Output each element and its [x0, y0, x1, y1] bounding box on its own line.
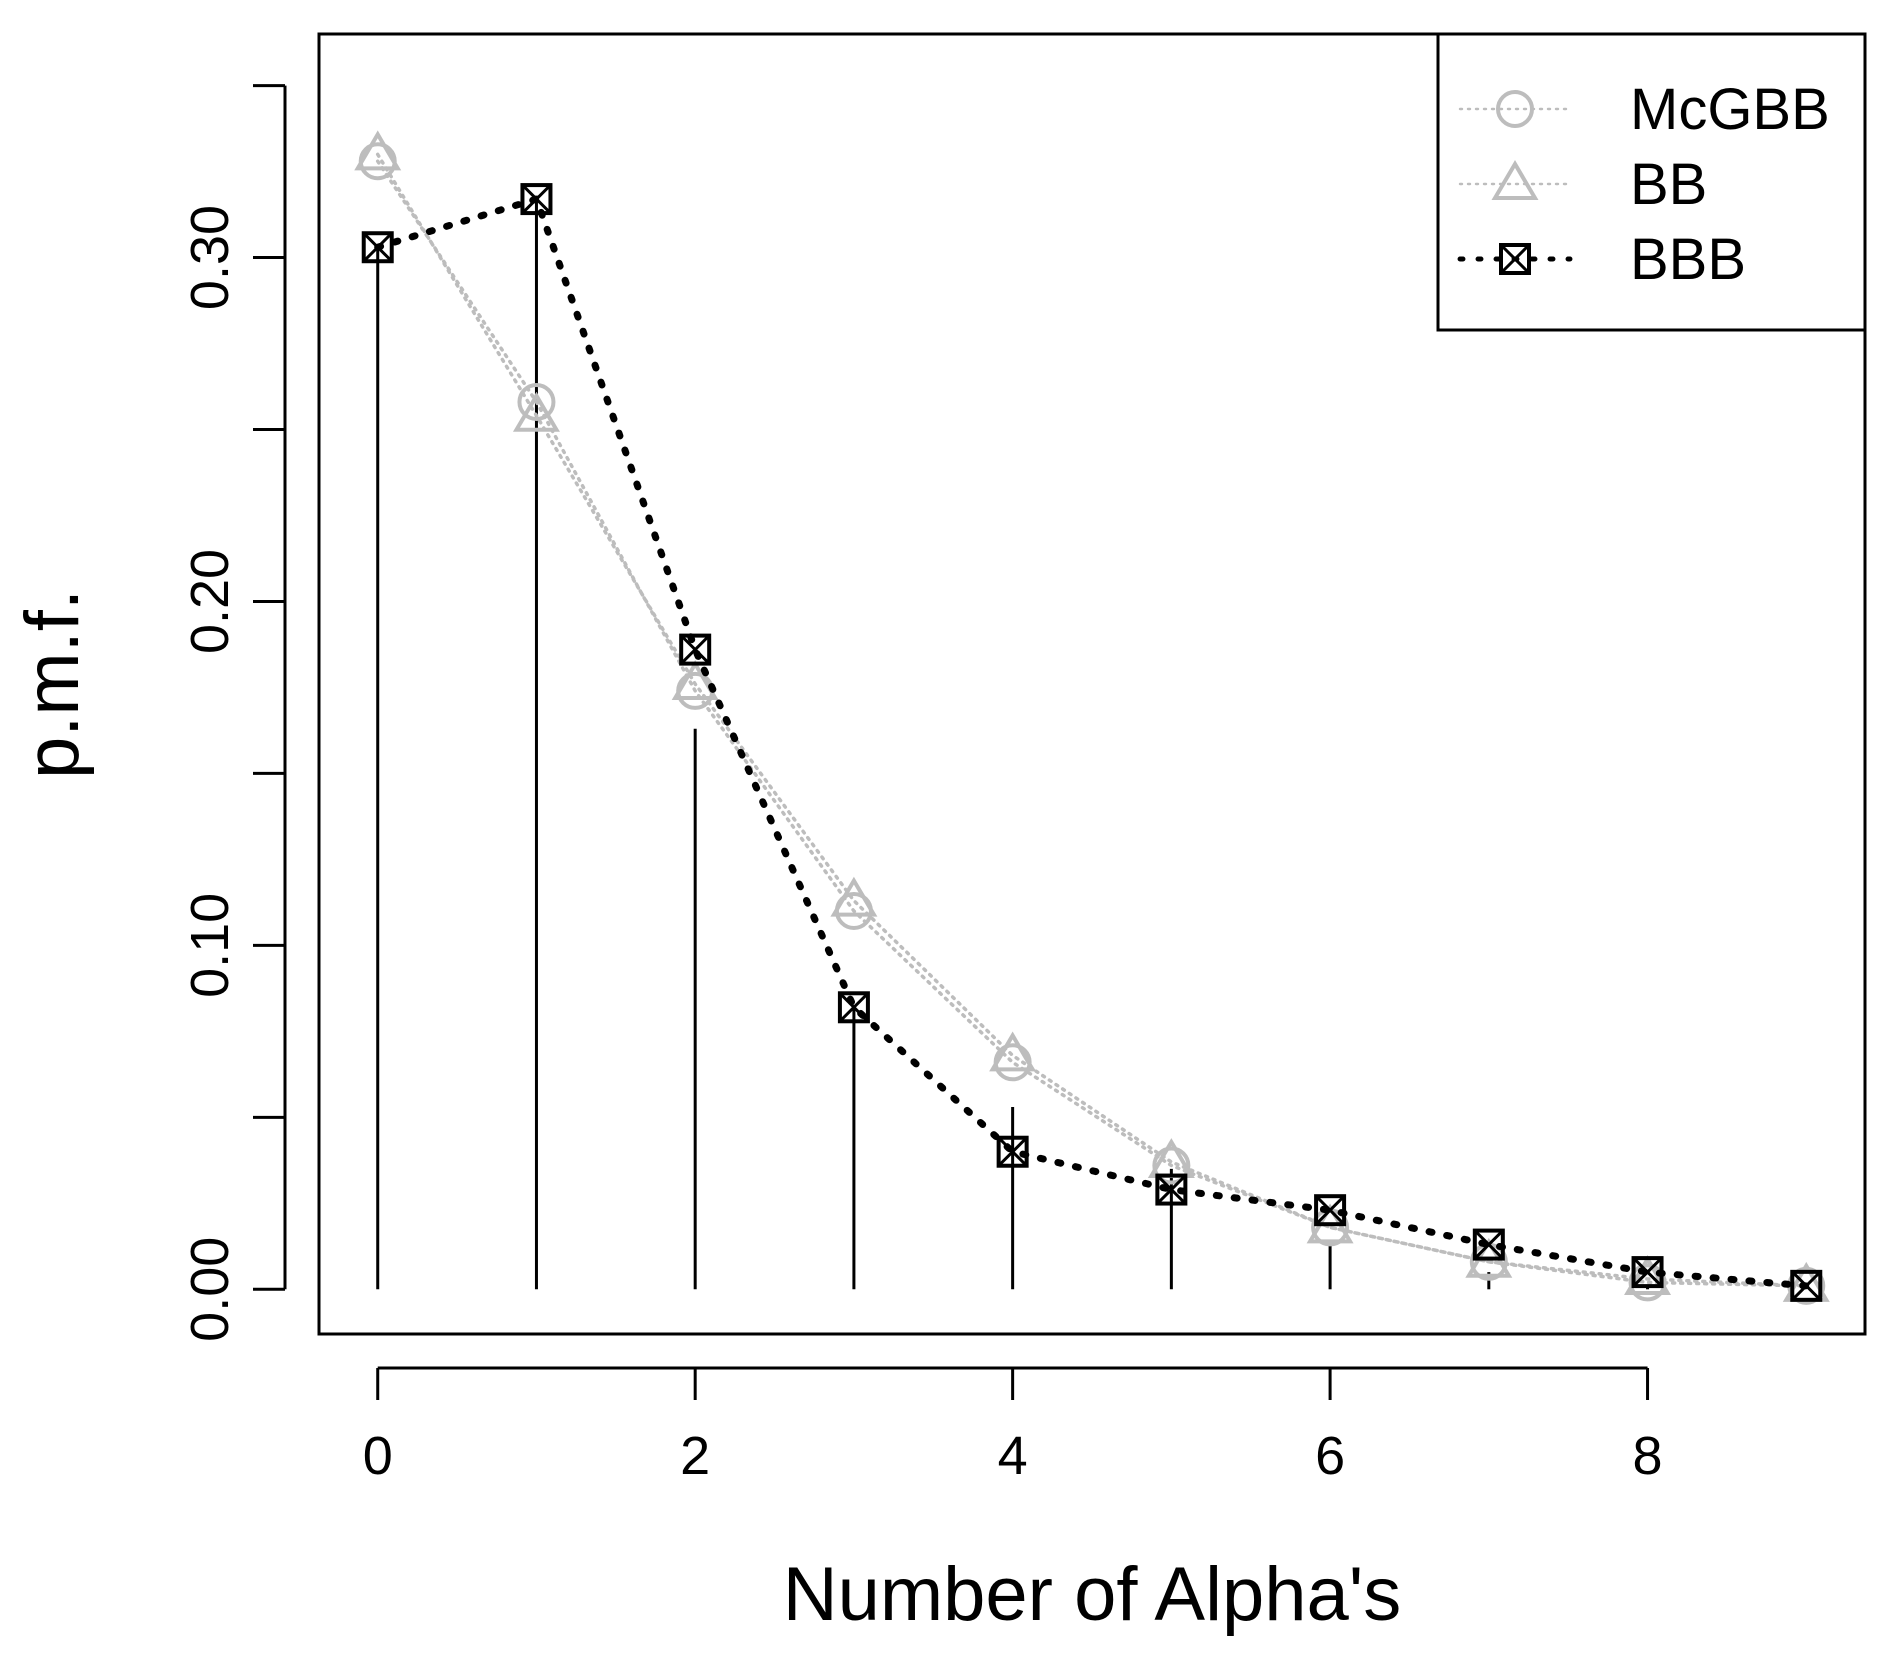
legend-label-BBB: BBB — [1630, 227, 1746, 292]
point-BBB-5-box — [1155, 1173, 1188, 1206]
y-tick-label-0: 0.00 — [180, 1237, 240, 1342]
point-BB-2-shape — [671, 660, 719, 700]
y-tick-label-4: 0.20 — [180, 549, 240, 654]
point-McGBB-1 — [517, 382, 556, 421]
point-BBB-7 — [1472, 1228, 1505, 1261]
legend-marker-BBB — [1499, 243, 1531, 275]
y-tick-label-6: 0.30 — [180, 205, 240, 310]
point-BBB-9 — [1790, 1269, 1823, 1302]
point-BBB-5 — [1155, 1173, 1188, 1206]
legend-label-McGBB: McGBB — [1630, 77, 1830, 142]
point-BBB-1-cross-b — [521, 184, 552, 215]
legend-marker-BB-shape — [1491, 160, 1539, 200]
point-BBB-8 — [1631, 1256, 1664, 1289]
point-BBB-6 — [1314, 1194, 1347, 1227]
y-axis: 0.00 0.10 0.20 0.30 — [180, 84, 287, 1342]
series-BBB — [361, 183, 1823, 1302]
legend-marker-BBB-box — [1499, 243, 1531, 275]
point-BBB-8-cross-b — [1632, 1257, 1663, 1288]
legend-marker-BBB-cross-b — [1499, 243, 1531, 275]
point-BBB-3-box — [837, 991, 870, 1024]
point-BBB-5-cross-b — [1156, 1174, 1187, 1205]
point-McGBB-1-shape — [517, 382, 556, 421]
point-McGBB-8 — [1628, 1263, 1667, 1302]
series-line-BB — [375, 152, 1809, 1288]
point-BBB-8-box — [1631, 1256, 1664, 1289]
point-BBB-6-box — [1314, 1194, 1347, 1227]
x-tick-label-2: 2 — [680, 1426, 710, 1486]
observed-spikes — [376, 195, 1650, 1290]
legend-marker-McGBB — [1496, 90, 1534, 128]
point-BBB-7-box — [1472, 1228, 1505, 1261]
point-BBB-9-box — [1790, 1269, 1823, 1302]
point-BBB-1-box — [520, 183, 553, 216]
legend-marker-BB — [1491, 160, 1539, 200]
x-tick-label-0: 0 — [363, 1426, 393, 1486]
point-BBB-2-cross-b — [680, 634, 711, 665]
legend-item-McGBB: McGBB — [1458, 77, 1830, 142]
point-BBB-4-cross-b — [997, 1136, 1028, 1167]
legend-item-BBB: BBB — [1457, 227, 1746, 292]
point-BB-1 — [512, 391, 560, 432]
point-BBB-4 — [996, 1135, 1029, 1168]
point-BB-1-shape — [512, 391, 560, 432]
point-BB-3-shape — [830, 876, 878, 917]
point-BB-2 — [671, 660, 719, 700]
point-BB-0-shape — [354, 130, 402, 171]
series-line-BBB — [374, 194, 1810, 1290]
point-BBB-0-box — [361, 231, 394, 264]
x-tick-label-4: 4 — [998, 1426, 1028, 1486]
point-BBB-3 — [837, 991, 870, 1024]
point-BB-4 — [989, 1031, 1037, 1072]
point-BBB-2 — [679, 633, 712, 666]
point-BB-0 — [354, 130, 402, 171]
legend-item-BB: BB — [1458, 152, 1707, 217]
point-McGBB-5-shape — [1152, 1146, 1191, 1185]
point-BBB-0 — [361, 231, 394, 264]
point-BB-3 — [830, 876, 878, 917]
y-axis-title: p.m.f. — [10, 589, 95, 779]
series-group — [354, 130, 1830, 1305]
x-axis-title: Number of Alpha's — [783, 1552, 1402, 1637]
point-McGBB-8-shape — [1628, 1263, 1667, 1302]
point-McGBB-5 — [1152, 1146, 1191, 1185]
x-tick-label-8: 8 — [1633, 1426, 1663, 1486]
point-BBB-0-cross-b — [362, 232, 393, 263]
point-BBB-7-cross-b — [1473, 1229, 1504, 1260]
legend-marker-McGBB-shape — [1496, 90, 1534, 128]
legend-label-BB: BB — [1630, 152, 1707, 217]
point-BBB-1 — [520, 183, 553, 216]
plot-frame — [317, 32, 1867, 1336]
point-BBB-4-box — [996, 1135, 1029, 1168]
point-BBB-3-cross-b — [838, 992, 869, 1023]
y-tick-label-2: 0.10 — [180, 893, 240, 998]
x-axis: 0 2 4 6 8 — [363, 1366, 1663, 1486]
point-BBB-6-cross-b — [1315, 1195, 1346, 1226]
point-BBB-2-box — [679, 633, 712, 666]
point-BBB-9-cross-b — [1791, 1270, 1822, 1301]
x-tick-label-6: 6 — [1315, 1426, 1345, 1486]
point-BB-4-shape — [989, 1031, 1037, 1072]
legend-box — [1436, 32, 1867, 332]
